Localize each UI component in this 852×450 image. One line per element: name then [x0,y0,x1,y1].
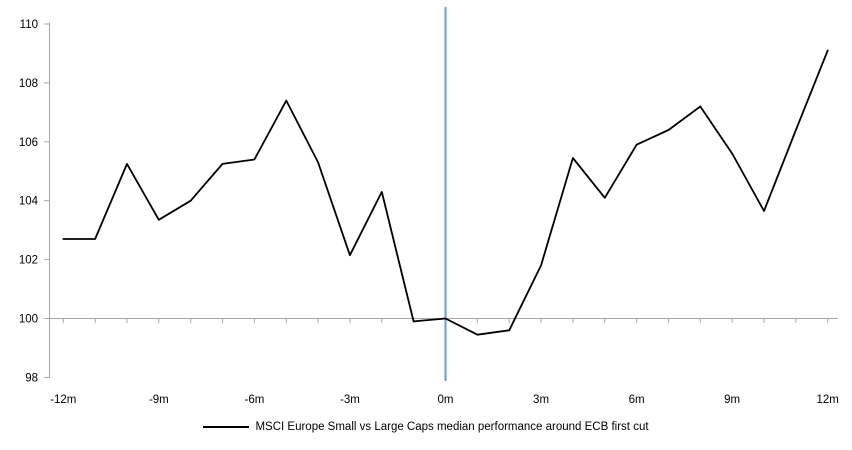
x-tick-label: 0m [438,394,454,406]
x-tick-label: -9m [149,394,169,406]
y-tick-label: 110 [20,19,38,31]
x-tick-label: 3m [533,394,549,406]
legend-line-sample [203,426,250,428]
y-tick-label: 102 [19,255,38,267]
y-tick-label: 104 [19,196,39,208]
y-tick-label: 100 [19,314,38,326]
x-tick-label: 6m [629,394,645,406]
x-tick-label: -6m [244,394,264,406]
x-tick-label: -12m [50,394,76,406]
x-tick-label: 12m [817,394,839,406]
y-tick-label: 106 [19,137,38,149]
legend: MSCI Europe Small vs Large Caps median p… [0,419,852,435]
series-line [62,49,829,336]
legend-label: MSCI Europe Small vs Large Caps median p… [255,421,649,433]
y-tick-label: 108 [19,78,38,90]
y-tick-label: 98 [25,372,38,384]
x-tick-label: 9m [724,394,740,406]
x-tick-label: -3m [340,394,360,406]
